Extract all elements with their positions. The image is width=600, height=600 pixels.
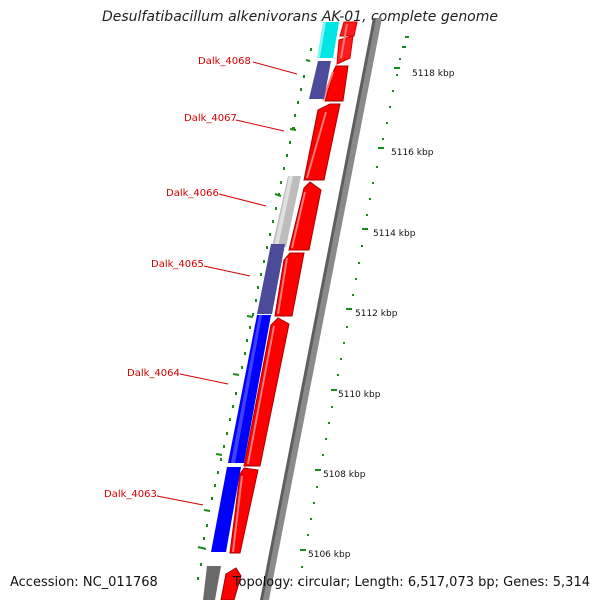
cds-forward xyxy=(339,21,358,37)
cds-forward xyxy=(229,467,259,554)
cds-blue xyxy=(211,467,241,552)
reverse-strand-cds xyxy=(203,22,339,600)
tick-label-5118: 5118 kbp xyxy=(412,69,455,79)
cds-forward xyxy=(220,567,242,600)
inner-ruler xyxy=(197,48,312,580)
accession-label: Accession: xyxy=(10,575,79,590)
cds-slate xyxy=(257,244,285,314)
cds-forward xyxy=(303,103,341,181)
gene-label-dalk-4067[interactable]: Dalk_4067 xyxy=(184,113,237,124)
length-value: 6,517,073 bp xyxy=(407,575,495,590)
gene-label-dalk-4064[interactable]: Dalk_4064 xyxy=(127,368,180,379)
label-leaders xyxy=(156,61,298,506)
gene-label-dalk-4066[interactable]: Dalk_4066 xyxy=(166,188,219,199)
gene-label-dalk-4063[interactable]: Dalk_4063 xyxy=(104,489,157,500)
genes-label: Genes: xyxy=(503,575,549,590)
genome-title: Desulfatibacillum alkenivorans AK-01, co… xyxy=(101,9,499,25)
tick-label-5114: 5114 kbp xyxy=(373,229,416,239)
tick-label-5112: 5112 kbp xyxy=(355,309,398,319)
topology-value: circular xyxy=(297,575,346,590)
accession-value: NC_011768 xyxy=(82,575,158,590)
cds-forward xyxy=(274,252,305,317)
tick-label-5108: 5108 kbp xyxy=(323,470,366,480)
tick-label-5110: 5110 kbp xyxy=(338,390,381,400)
topology-label: Topology: xyxy=(232,575,294,590)
outer-ruler: 5118 kbp 5116 kbp 5114 kbp 5112 kbp 5110… xyxy=(298,36,455,584)
cds-forward xyxy=(288,181,322,251)
length-label: Length: xyxy=(354,575,404,590)
accession-info: Accession: NC_011768 xyxy=(10,575,158,590)
tick-label-5116: 5116 kbp xyxy=(391,148,434,158)
tick-label-5106: 5106 kbp xyxy=(308,550,351,560)
cds-dark xyxy=(203,566,221,600)
gene-label-dalk-4068[interactable]: Dalk_4068 xyxy=(198,56,251,67)
genome-stats: Topology: circular; Length: 6,517,073 bp… xyxy=(232,575,590,590)
cds-slate xyxy=(309,61,331,99)
backbone-track xyxy=(260,18,382,600)
cds-forward xyxy=(324,65,349,102)
genes-value: 5,314 xyxy=(552,575,590,590)
gene-label-dalk-4065[interactable]: Dalk_4065 xyxy=(151,259,204,270)
forward-strand-cds xyxy=(220,21,358,600)
inner-ruler-ticks xyxy=(197,59,311,550)
